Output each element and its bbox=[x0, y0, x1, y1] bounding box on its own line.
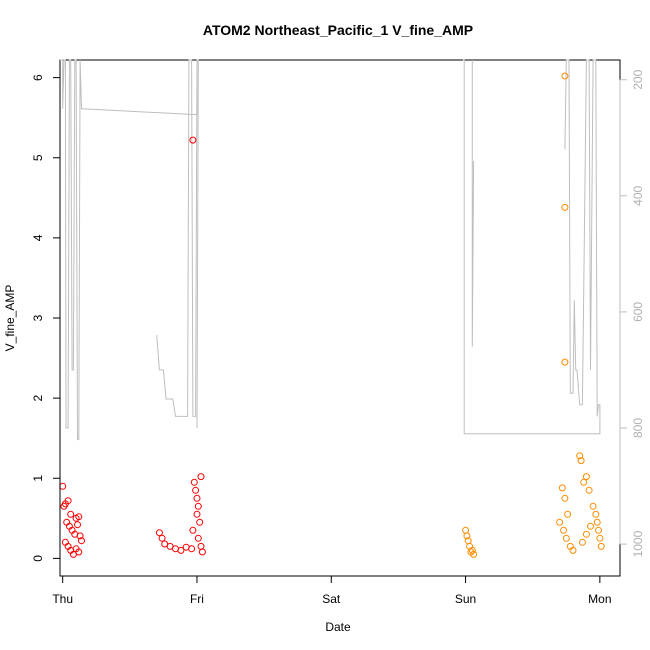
data-point bbox=[196, 518, 204, 526]
data-point bbox=[74, 521, 81, 529]
data-points bbox=[59, 72, 605, 558]
data-point bbox=[562, 534, 570, 542]
data-point bbox=[596, 534, 604, 542]
data-point bbox=[194, 502, 202, 510]
chart-title: ATOM2 Northeast_Pacific_1 V_fine_AMP bbox=[203, 22, 473, 38]
data-point bbox=[468, 546, 476, 554]
data-point bbox=[59, 482, 67, 490]
data-point bbox=[595, 526, 602, 534]
x-tick-label: Mon bbox=[588, 592, 611, 606]
y-tick-label: 3 bbox=[31, 314, 45, 321]
data-point bbox=[463, 532, 471, 540]
data-point bbox=[561, 203, 569, 211]
data-point bbox=[467, 548, 475, 556]
data-point bbox=[188, 545, 196, 553]
x-tick-label: Sun bbox=[455, 592, 476, 606]
data-point bbox=[564, 510, 572, 518]
data-point bbox=[582, 473, 590, 481]
right-tick-label: 400 bbox=[631, 185, 645, 205]
data-point bbox=[578, 538, 586, 546]
data-point bbox=[75, 513, 83, 521]
y-tick-label: 1 bbox=[31, 475, 45, 482]
y-axis: 0 1 2 3 4 5 6 bbox=[31, 74, 61, 562]
data-point bbox=[192, 486, 200, 494]
data-point bbox=[189, 526, 197, 534]
data-point bbox=[190, 478, 198, 486]
data-point bbox=[560, 526, 568, 534]
data-point bbox=[155, 529, 163, 537]
data-point bbox=[592, 510, 600, 518]
data-point bbox=[589, 502, 597, 510]
y-tick-label: 5 bbox=[31, 154, 45, 161]
data-point bbox=[587, 522, 594, 530]
right-tick-label: 1000 bbox=[631, 530, 645, 557]
y-tick-label: 4 bbox=[31, 234, 45, 241]
data-point bbox=[561, 494, 569, 502]
data-point bbox=[197, 542, 205, 550]
data-point bbox=[76, 532, 84, 540]
data-point bbox=[585, 486, 593, 494]
data-point bbox=[198, 548, 206, 556]
data-point bbox=[580, 478, 588, 486]
depth-line-segment bbox=[156, 59, 199, 429]
y-tick-label: 2 bbox=[31, 394, 45, 401]
data-point bbox=[158, 534, 166, 542]
y-axis-label: V_fine_AMP bbox=[3, 285, 17, 352]
x-tick-label: Fri bbox=[190, 592, 204, 606]
data-point bbox=[193, 494, 201, 502]
data-point bbox=[64, 497, 72, 505]
right-tick-label: 200 bbox=[631, 69, 645, 89]
x-tick-label: Thu bbox=[52, 592, 73, 606]
data-point bbox=[561, 72, 569, 80]
data-point bbox=[561, 358, 569, 366]
right-tick-label: 800 bbox=[631, 418, 645, 438]
depth-line-segment bbox=[462, 59, 601, 435]
data-point bbox=[569, 546, 577, 554]
data-point bbox=[189, 136, 197, 144]
y-tick-label: 6 bbox=[31, 74, 45, 81]
x-axis: Thu Fri Sat Sun Mon bbox=[52, 575, 612, 606]
right-tick-label: 600 bbox=[631, 302, 645, 322]
data-point bbox=[78, 537, 85, 545]
data-point bbox=[193, 510, 201, 518]
y-tick-label: 0 bbox=[31, 555, 45, 562]
depth-line-segment bbox=[471, 60, 475, 347]
x-axis-label: Date bbox=[325, 620, 351, 634]
data-point bbox=[462, 526, 470, 534]
data-point bbox=[593, 518, 601, 526]
data-point bbox=[558, 484, 566, 492]
data-point bbox=[177, 546, 185, 554]
data-point bbox=[194, 534, 202, 542]
data-point bbox=[75, 548, 83, 556]
data-point bbox=[576, 452, 584, 460]
data-point bbox=[197, 473, 205, 481]
data-point bbox=[597, 542, 605, 550]
data-point bbox=[577, 457, 585, 465]
data-point bbox=[582, 530, 590, 538]
depth-lines bbox=[60, 59, 601, 441]
plot-border bbox=[59, 59, 621, 577]
data-point bbox=[67, 510, 75, 518]
x-tick-label: Sat bbox=[322, 592, 341, 606]
right-axis: 200 400 600 800 1000 bbox=[619, 69, 645, 557]
data-point bbox=[556, 518, 564, 526]
depth-line-segment bbox=[60, 59, 198, 441]
